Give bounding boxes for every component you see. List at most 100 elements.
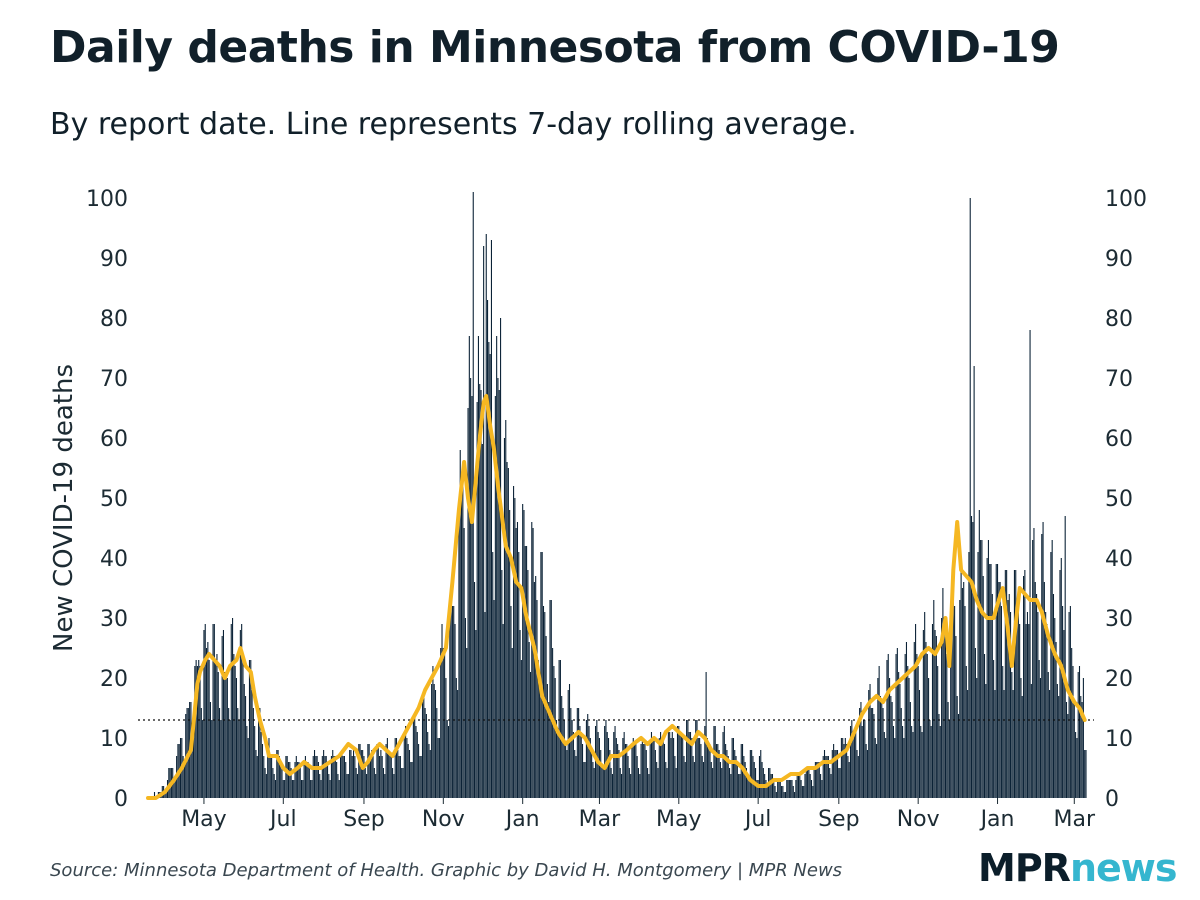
- daily-death-bar: [708, 744, 710, 798]
- daily-death-bar: [751, 750, 753, 798]
- daily-death-bar: [623, 732, 625, 798]
- daily-death-bar: [804, 774, 806, 798]
- daily-death-bar: [379, 756, 381, 798]
- daily-death-bar: [371, 750, 373, 798]
- daily-death-bar: [394, 738, 396, 798]
- daily-death-bar: [916, 654, 918, 798]
- daily-death-bar: [265, 774, 267, 798]
- daily-death-bar: [238, 720, 240, 798]
- daily-death-bar: [518, 552, 520, 798]
- daily-death-bar: [550, 600, 552, 798]
- daily-death-bar: [563, 720, 565, 798]
- daily-death-bar: [630, 774, 632, 798]
- daily-death-bar: [384, 774, 386, 798]
- daily-death-bar: [805, 768, 807, 798]
- daily-death-bar: [753, 762, 755, 798]
- daily-death-bar: [915, 624, 917, 798]
- daily-death-bar: [868, 690, 870, 798]
- daily-death-bar: [340, 756, 342, 798]
- daily-death-bar: [1029, 330, 1031, 798]
- daily-death-bar: [615, 738, 617, 798]
- daily-death-bar: [1007, 600, 1009, 798]
- x-tick-label: Nov: [422, 807, 465, 832]
- daily-death-bar: [555, 720, 558, 798]
- daily-death-bar: [1043, 582, 1045, 798]
- daily-death-bar: [588, 726, 590, 798]
- daily-death-bar: [450, 582, 452, 798]
- daily-death-bar: [739, 774, 741, 798]
- daily-death-bar: [532, 528, 534, 798]
- daily-death-bar: [574, 750, 576, 798]
- daily-death-bar: [1023, 576, 1025, 798]
- daily-death-bar: [817, 762, 819, 798]
- daily-death-bar: [967, 690, 969, 798]
- daily-death-bar: [963, 582, 965, 798]
- daily-death-bar: [762, 768, 764, 798]
- daily-death-bar: [993, 660, 995, 798]
- daily-death-bar: [900, 708, 902, 798]
- daily-death-bar: [933, 600, 935, 798]
- daily-death-bar: [317, 762, 319, 798]
- daily-death-bar: [735, 756, 737, 798]
- daily-death-bar: [446, 720, 448, 798]
- daily-death-bar: [657, 768, 659, 798]
- daily-death-bar: [878, 666, 880, 798]
- daily-death-bar: [934, 630, 936, 798]
- daily-death-bar: [1004, 570, 1006, 798]
- daily-death-bar: [307, 762, 309, 798]
- daily-death-bar: [608, 738, 610, 798]
- daily-death-bar: [700, 744, 702, 798]
- daily-death-bar: [702, 762, 705, 798]
- daily-death-bar: [1016, 612, 1018, 798]
- daily-death-bar: [328, 774, 330, 798]
- daily-death-bar: [855, 732, 857, 798]
- daily-death-bar: [274, 780, 277, 798]
- daily-death-bar: [1047, 672, 1049, 798]
- daily-death-bar: [492, 552, 494, 798]
- daily-death-bar: [1071, 648, 1073, 798]
- daily-death-bar: [416, 732, 418, 798]
- daily-death-bar: [636, 756, 638, 798]
- daily-death-bar: [788, 780, 790, 798]
- daily-death-bar: [889, 678, 891, 798]
- daily-death-bar: [732, 738, 734, 798]
- daily-death-bar: [813, 768, 815, 798]
- daily-death-bar: [570, 708, 572, 798]
- y-tick-label-right: 90: [1105, 247, 1133, 272]
- daily-death-bar: [960, 564, 962, 798]
- daily-death-bar: [905, 642, 908, 798]
- daily-death-bar: [827, 756, 829, 798]
- daily-death-bar: [675, 768, 677, 798]
- daily-death-bar: [347, 774, 349, 798]
- daily-death-bar: [688, 732, 690, 798]
- daily-death-bar: [520, 660, 522, 798]
- daily-death-bar: [765, 780, 767, 798]
- daily-death-bar: [687, 720, 689, 798]
- y-tick-label-left: 60: [100, 427, 128, 452]
- daily-death-bar: [778, 780, 780, 798]
- daily-death-bar: [364, 768, 366, 798]
- daily-death-bar: [377, 744, 379, 798]
- daily-death-bar: [539, 684, 541, 798]
- daily-death-bar: [421, 702, 424, 798]
- daily-death-bar: [453, 606, 455, 798]
- daily-death-bar: [209, 702, 211, 798]
- daily-death-bar: [669, 732, 671, 798]
- daily-death-bar: [246, 726, 248, 798]
- daily-death-bar: [877, 678, 879, 798]
- daily-death-bar: [610, 768, 612, 798]
- daily-death-bar: [217, 672, 219, 798]
- daily-death-bar: [351, 756, 353, 798]
- daily-death-bar: [310, 780, 312, 798]
- daily-death-bar: [745, 768, 747, 798]
- daily-death-bar: [887, 654, 889, 798]
- daily-death-bar: [559, 660, 561, 798]
- daily-death-bar: [951, 576, 953, 798]
- daily-death-bar: [1045, 612, 1047, 798]
- daily-death-bar: [505, 420, 507, 798]
- daily-death-bar: [488, 342, 490, 798]
- logo-part1: MPR: [978, 846, 1071, 890]
- daily-death-bar: [969, 198, 971, 798]
- daily-death-bar: [704, 726, 706, 798]
